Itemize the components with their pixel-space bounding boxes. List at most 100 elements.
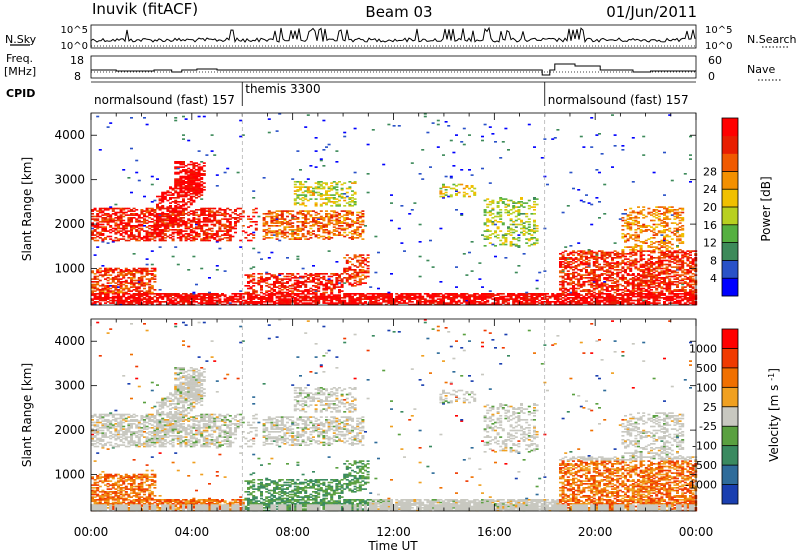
power-cell (608, 301, 612, 303)
power-cell (98, 271, 102, 274)
power-cell (150, 286, 154, 288)
power-cell (267, 230, 271, 232)
power-cell (608, 254, 612, 256)
power-cell (179, 298, 183, 300)
power-cell (426, 294, 430, 296)
power-cell (156, 195, 159, 198)
power-cell (249, 281, 253, 283)
power-cell (322, 273, 326, 275)
power-cell (182, 179, 185, 182)
power-cell (364, 277, 367, 279)
power-cell (153, 299, 157, 302)
power-cell (247, 303, 250, 306)
power-cell (621, 291, 625, 294)
power-cell (280, 295, 284, 298)
power-cell (598, 299, 601, 302)
power-cell (182, 163, 185, 166)
power-cell (530, 298, 534, 300)
power-cell (286, 293, 289, 295)
power-cell (119, 283, 123, 286)
power-cell (301, 221, 305, 223)
power-cell (179, 235, 183, 238)
power-cell (501, 141, 505, 143)
power-cell (353, 237, 357, 239)
power-cell (280, 301, 284, 303)
power-cell (174, 185, 178, 187)
power-cell (130, 301, 133, 303)
power-cell (470, 295, 474, 298)
power-cell (332, 201, 336, 203)
power-cell (111, 213, 115, 215)
power-cell (114, 277, 118, 279)
power-cell (93, 283, 97, 286)
power-cell (564, 273, 568, 275)
power-cell (127, 298, 131, 300)
power-cell (161, 213, 165, 215)
power-cell (332, 202, 336, 204)
power-cell (262, 238, 266, 240)
power-cell (247, 294, 250, 296)
power-cell (551, 301, 555, 303)
power-cell (169, 234, 172, 236)
power-cell (397, 294, 401, 296)
power-cell (296, 221, 300, 223)
power-cell (156, 222, 159, 224)
power-cell (166, 214, 170, 216)
power-cell (626, 225, 630, 227)
power-cell (559, 293, 562, 295)
power-cell (109, 221, 113, 223)
power-cell (377, 295, 380, 298)
power-cell (231, 295, 235, 298)
power-cell (275, 279, 279, 282)
power-cell (309, 198, 313, 200)
power-cell (130, 230, 133, 232)
power-cell (408, 213, 412, 215)
power-cell (171, 197, 175, 199)
power-cell (564, 291, 568, 294)
power-cell (621, 261, 625, 263)
power-cell (192, 255, 196, 258)
power-cell (197, 294, 201, 296)
power-cell (314, 214, 318, 216)
power-cell (252, 301, 256, 303)
power-cell (522, 222, 526, 224)
power-cell (314, 166, 318, 168)
power-cell (634, 299, 638, 302)
power-cell (582, 290, 586, 292)
power-cell (624, 258, 627, 260)
power-cell (137, 271, 141, 274)
power-cell (119, 227, 123, 230)
power-cell (221, 223, 224, 226)
power-cell (309, 302, 313, 304)
power-cell (351, 283, 354, 286)
power-cell (317, 183, 321, 186)
power-cell (200, 187, 204, 190)
power-cell (629, 207, 633, 210)
power-cell (96, 283, 100, 286)
power-cell (343, 193, 347, 195)
power-cell (626, 282, 630, 284)
power-cell (455, 303, 458, 306)
power-cell (501, 198, 505, 200)
power-cell (478, 297, 482, 299)
power-cell (127, 282, 131, 284)
power-cell (202, 207, 206, 210)
power-cell (608, 297, 612, 299)
power-cell (163, 230, 167, 232)
power-cell (132, 303, 136, 306)
power-cell (595, 281, 599, 283)
power-cell (293, 298, 297, 300)
power-cell (156, 213, 159, 215)
power-cell (442, 301, 445, 303)
power-cell (621, 275, 625, 278)
power-cell (192, 291, 196, 294)
power-cell (621, 219, 625, 222)
power-cell (275, 214, 279, 216)
power-cell (195, 226, 198, 228)
power-cell (137, 282, 141, 284)
power-cell (150, 274, 154, 276)
power-cell (189, 294, 193, 296)
power-cell (577, 250, 581, 252)
power-cell (275, 297, 279, 299)
power-cell (587, 274, 591, 276)
